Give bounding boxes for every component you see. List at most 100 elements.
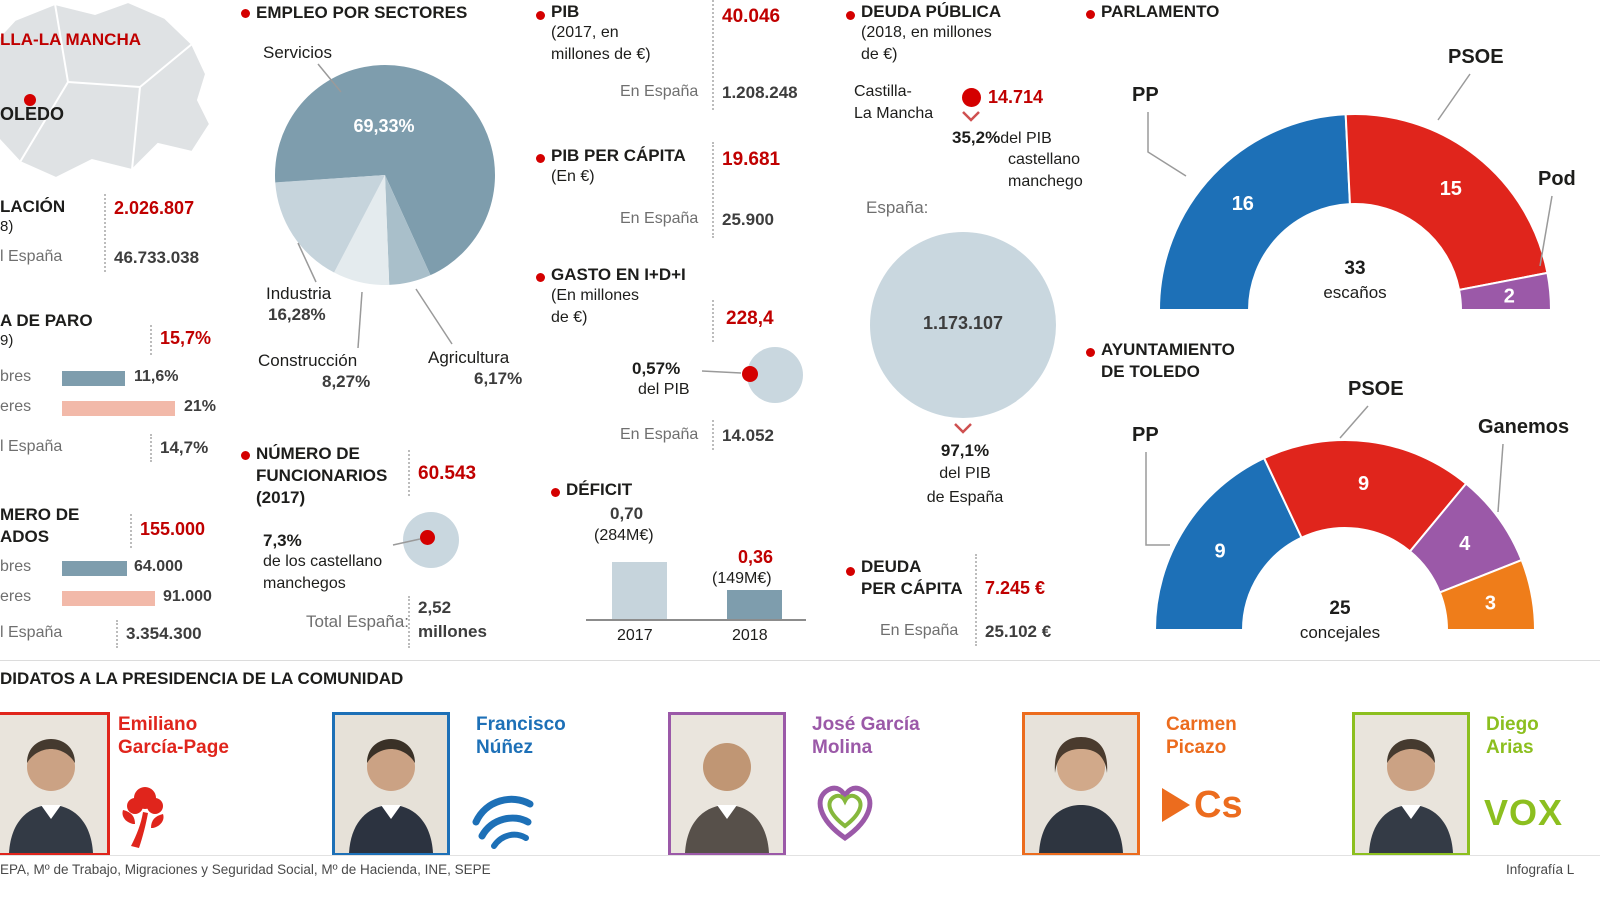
- deuda-clm-label-2: La Mancha: [854, 105, 934, 122]
- dotted-separator: [150, 434, 152, 462]
- funcionarios-desc-2: manchegos: [263, 575, 346, 592]
- region-title: LLA-LA MANCHA: [0, 30, 142, 49]
- paro-women-value: 21%: [184, 398, 217, 415]
- population-espana-value: 46.733.038: [114, 248, 200, 267]
- candidate-name: Emiliano: [118, 714, 198, 735]
- idi-value: 228,4: [726, 308, 774, 329]
- candidate-photo-frame: [1352, 712, 1470, 856]
- idi-title: GASTO EN I+D+I: [551, 265, 686, 284]
- deuda-title: DEUDA PÚBLICA: [861, 2, 1002, 21]
- cs-logo-text: Cs: [1194, 784, 1243, 826]
- toledo-dot: [24, 94, 36, 106]
- parados-men-value: 64.000: [134, 558, 183, 575]
- pib-title: PIB: [551, 2, 580, 21]
- deuda-sub-2: de €): [861, 46, 898, 63]
- idi-espana-label: En España: [620, 426, 699, 443]
- seat-count-1: 9: [1358, 473, 1369, 495]
- parados-espana-value: 3.354.300: [126, 624, 202, 643]
- dotted-separator: [104, 194, 106, 272]
- toledo-total: 25: [1329, 598, 1351, 619]
- parlamento-total: 33: [1344, 258, 1366, 279]
- pib-value: 40.046: [722, 6, 781, 27]
- seat-count-3: 3: [1485, 592, 1496, 614]
- pib-capita-value: 19.681: [722, 149, 781, 170]
- candidate-name: Francisco: [476, 714, 566, 735]
- candidate-name: García-Page: [118, 737, 229, 758]
- seat-count-0: 16: [1232, 193, 1254, 215]
- candidate-name: Picazo: [1166, 737, 1227, 758]
- cs-logo: Cs: [1162, 786, 1243, 824]
- deficit-value-2017: 0,70: [610, 504, 644, 523]
- candidate-name: Arias: [1486, 737, 1534, 758]
- section-bullet: [241, 451, 250, 460]
- dotted-separator: [712, 142, 714, 238]
- pie-value-industria: 16,28%: [268, 305, 326, 324]
- dotted-separator: [408, 450, 410, 496]
- parados-value: 155.000: [140, 519, 206, 539]
- funcionarios-total-label: Total España:: [306, 612, 410, 631]
- dotted-separator: [975, 554, 977, 646]
- section-bullet: [846, 567, 855, 576]
- section-div-line: [0, 660, 1600, 661]
- deuda-espana-pct: 97,1%: [940, 441, 990, 460]
- deuda-clm-pct-2: castellano: [1008, 151, 1081, 168]
- pie-label-servicios: Servicios: [263, 43, 332, 62]
- region-map: [0, 0, 212, 180]
- idi-sub-2: de €): [551, 309, 588, 326]
- funcionarios-total-2: millones: [418, 622, 487, 641]
- candidate-photo-frame: [1022, 712, 1140, 856]
- donut-segment-3: [1438, 558, 1537, 631]
- pie-label-industria: Industria: [266, 284, 332, 303]
- candidate-photo: [1025, 715, 1137, 853]
- deuda-capita-title-2: PER CÁPITA: [861, 579, 963, 598]
- deficit-value-2018: 0,36: [738, 547, 774, 567]
- deficit-bar-2017: [612, 562, 667, 619]
- funcionarios-title-1: NÚMERO DE: [256, 444, 360, 463]
- pib-capita-sub: (En €): [551, 168, 595, 185]
- candidate-photo-frame: [668, 712, 786, 856]
- section-bullet: [1086, 348, 1095, 357]
- paro-value: 15,7%: [160, 328, 212, 348]
- candidate-photo: [0, 715, 107, 853]
- section-bullet: [536, 273, 545, 282]
- pie-value-construccion: 8,27%: [322, 372, 371, 391]
- donut-segment-0: [1153, 456, 1303, 631]
- deficit-year-2018: 2018: [732, 627, 768, 644]
- pie-slice-0: [275, 65, 495, 276]
- candidate-name: Molina: [812, 737, 873, 758]
- donut-segment-2: [1457, 271, 1553, 311]
- pie-slice-3: [275, 175, 385, 273]
- cs-logo-triangle: [1162, 788, 1190, 822]
- parados-title-2: ADOS: [0, 527, 50, 546]
- pp-logo: [472, 795, 534, 849]
- deficit-title: DÉFICIT: [566, 480, 633, 499]
- parados-men-bar: [62, 561, 128, 576]
- pie-label-construccion: Construcción: [258, 351, 358, 370]
- donut-segment-1: [1262, 439, 1468, 553]
- candidate-name: José García: [812, 714, 920, 735]
- pib-capita-title: PIB PER CÁPITA: [551, 146, 686, 165]
- population-value: 2.026.807: [114, 198, 195, 218]
- candidate-name: Carmen: [1166, 714, 1237, 735]
- sectors-title: EMPLEO POR SECTORES: [256, 3, 468, 22]
- vox-logo: VOX: [1484, 792, 1564, 833]
- deuda-clm-pct-3: manchego: [1008, 173, 1083, 190]
- section-bullet: [1086, 10, 1095, 19]
- pib-espana-value: 1.208.248: [722, 83, 798, 102]
- ayuntamiento-title-1: AYUNTAMIENTO: [1101, 340, 1235, 359]
- funcionarios-pct: 7,3%: [263, 531, 302, 550]
- funcionarios-dot: [420, 530, 435, 545]
- donut-segment-0: [1157, 113, 1352, 311]
- pie-value-servicios: 69,33%: [353, 116, 415, 136]
- dotted-separator: [712, 300, 714, 342]
- pib-capita-espana-label: En España: [620, 210, 699, 227]
- parlamento-chart: 16 15 2: [1157, 113, 1553, 311]
- toledo-label-psoe: PSOE: [1348, 378, 1404, 400]
- parlamento-label-psoe: PSOE: [1448, 46, 1504, 68]
- population-espana-label: l España: [0, 248, 63, 265]
- paro-espana-value: 14,7%: [160, 438, 209, 457]
- parados-men-label: bres: [0, 558, 32, 575]
- pie-slice-2: [334, 175, 390, 285]
- pib-sub-1: (2017, en: [551, 24, 619, 41]
